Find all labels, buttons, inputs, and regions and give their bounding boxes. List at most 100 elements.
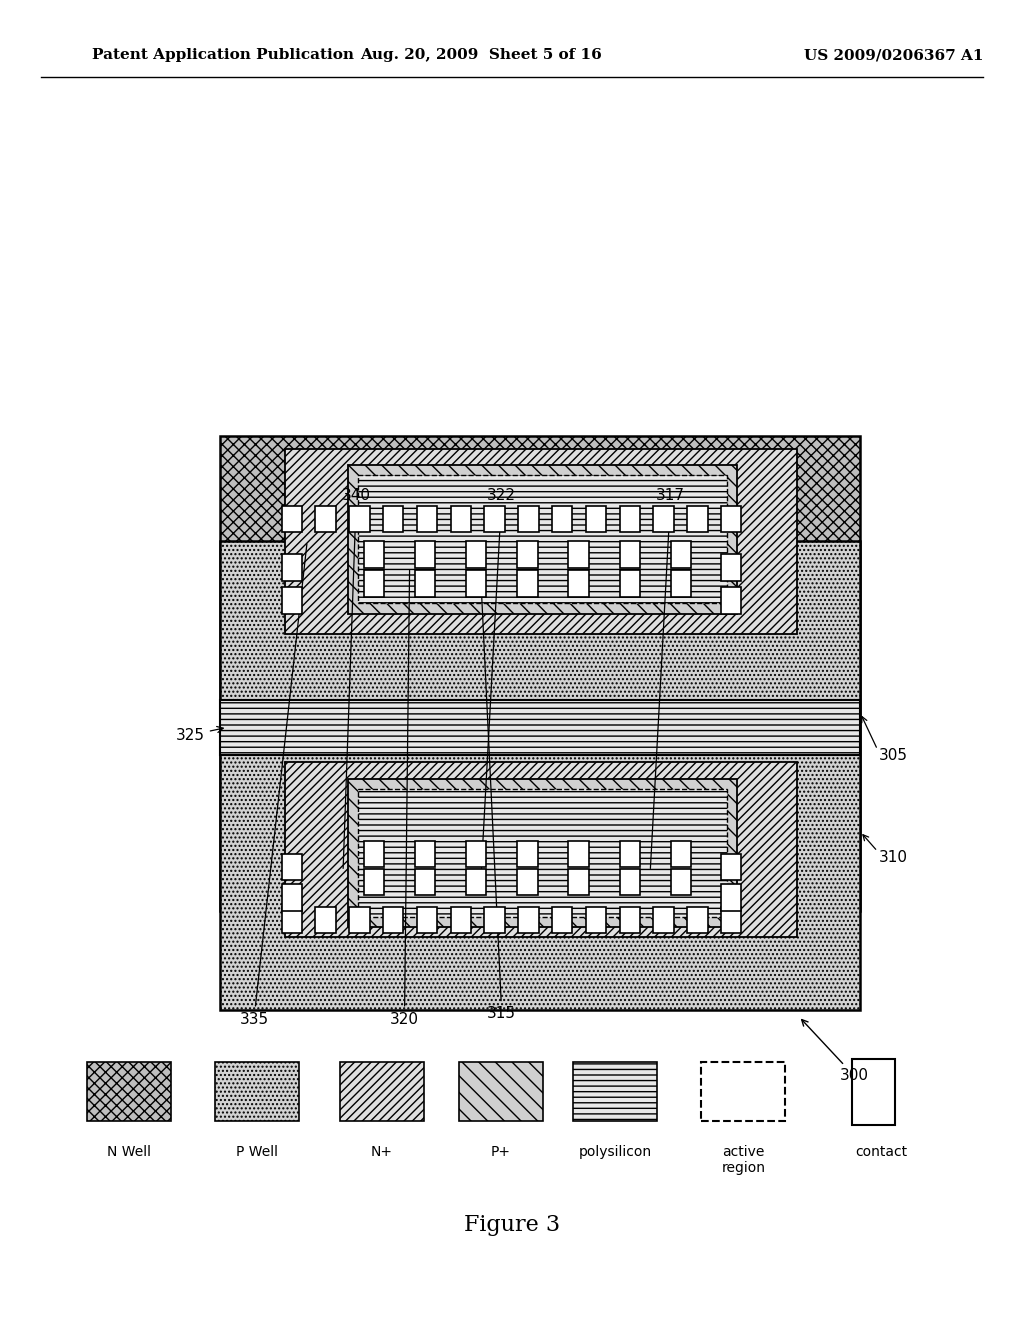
Bar [721, 907, 741, 933]
Bar [349, 506, 370, 532]
Bar [285, 762, 797, 937]
Bar [518, 907, 539, 933]
Bar [415, 541, 435, 568]
Bar [215, 1061, 299, 1122]
Bar [315, 907, 336, 933]
Bar [687, 907, 708, 933]
Bar [459, 1061, 543, 1122]
Bar [282, 587, 302, 614]
Bar [518, 506, 539, 532]
Bar [671, 869, 691, 895]
Bar [517, 869, 538, 895]
Bar [383, 907, 403, 933]
Bar [573, 1061, 657, 1122]
Bar [671, 841, 691, 867]
Text: US 2009/0206367 A1: US 2009/0206367 A1 [804, 49, 983, 62]
Text: 340: 340 [342, 487, 371, 869]
Bar [701, 1061, 785, 1122]
Text: 325: 325 [176, 726, 223, 743]
Bar [484, 907, 505, 933]
Text: P Well: P Well [236, 1144, 279, 1159]
Bar [620, 907, 640, 933]
Text: 317: 317 [650, 487, 685, 869]
Text: Patent Application Publication: Patent Application Publication [92, 49, 354, 62]
Bar [620, 570, 640, 597]
Bar [620, 869, 640, 895]
Bar [282, 554, 302, 581]
Text: active
region: active region [722, 1144, 765, 1175]
Bar [340, 1061, 424, 1122]
Text: 305: 305 [879, 747, 907, 763]
Bar [568, 869, 589, 895]
Bar [852, 1059, 895, 1125]
Bar [620, 841, 640, 867]
Bar [348, 779, 737, 927]
Bar [586, 907, 606, 933]
Bar [348, 465, 737, 614]
Bar [586, 506, 606, 532]
Bar [552, 907, 572, 933]
Bar [451, 907, 471, 933]
Text: 335: 335 [240, 544, 307, 1027]
Bar [466, 541, 486, 568]
Bar [517, 570, 538, 597]
Bar [364, 541, 384, 568]
Bar [466, 869, 486, 895]
Bar [687, 506, 708, 532]
Bar [358, 789, 727, 917]
Bar [358, 475, 727, 603]
Text: 322: 322 [481, 487, 516, 869]
Text: N+: N+ [371, 1144, 393, 1159]
Bar [417, 907, 437, 933]
Bar [671, 541, 691, 568]
Bar [568, 841, 589, 867]
Bar [721, 587, 741, 614]
Text: contact: contact [856, 1144, 907, 1159]
Bar [653, 907, 674, 933]
Bar [620, 506, 640, 532]
Bar [364, 841, 384, 867]
Bar [451, 506, 471, 532]
Bar [466, 841, 486, 867]
Bar [568, 541, 589, 568]
Bar [282, 907, 302, 933]
Text: P+: P+ [490, 1144, 511, 1159]
Bar [568, 570, 589, 597]
Bar [87, 1061, 171, 1122]
Text: 320: 320 [390, 570, 419, 1027]
Bar [721, 554, 741, 581]
Bar [220, 700, 860, 755]
Bar [282, 506, 302, 532]
Bar [484, 506, 505, 532]
Bar [415, 869, 435, 895]
Bar [552, 506, 572, 532]
Bar [517, 541, 538, 568]
Text: polysilicon: polysilicon [579, 1144, 652, 1159]
Bar [721, 884, 741, 911]
Bar [315, 506, 336, 532]
Bar [671, 570, 691, 597]
Bar [415, 841, 435, 867]
Bar [653, 506, 674, 532]
Bar [620, 541, 640, 568]
Text: Figure 3: Figure 3 [464, 1214, 560, 1236]
Bar [349, 907, 370, 933]
Text: N Well: N Well [108, 1144, 151, 1159]
Bar [282, 854, 302, 880]
Bar [220, 436, 860, 911]
Text: 310: 310 [879, 850, 907, 866]
Text: Aug. 20, 2009  Sheet 5 of 16: Aug. 20, 2009 Sheet 5 of 16 [360, 49, 602, 62]
Bar [721, 506, 741, 532]
Bar [383, 506, 403, 532]
Text: 315: 315 [481, 590, 516, 1022]
Bar [285, 449, 797, 634]
Bar [466, 570, 486, 597]
Bar [417, 506, 437, 532]
Bar [415, 570, 435, 597]
Bar [220, 541, 860, 1010]
Bar [282, 884, 302, 911]
Bar [517, 841, 538, 867]
Bar [364, 570, 384, 597]
Bar [721, 854, 741, 880]
Text: 300: 300 [802, 1019, 868, 1084]
